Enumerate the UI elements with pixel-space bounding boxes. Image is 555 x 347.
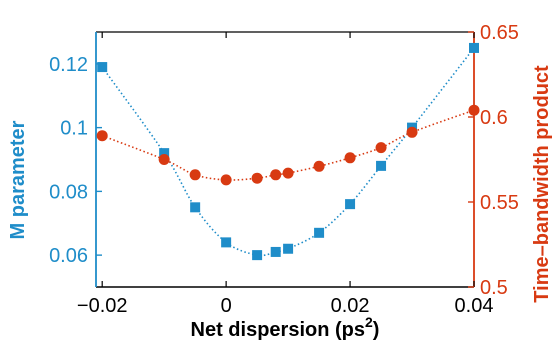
right-y-tick-label: 0.65 bbox=[480, 22, 519, 44]
right-y-axis-label: Time–bandwidth product bbox=[531, 65, 553, 303]
left-y-ticks: 0.06 0.08 0.1 0.12 bbox=[49, 54, 102, 267]
left-y-tick-label: 0.12 bbox=[49, 54, 88, 76]
m-parameter-point bbox=[283, 243, 294, 254]
time-bandwidth-point bbox=[313, 160, 325, 172]
m-parameter-point bbox=[221, 237, 232, 248]
left-y-tick-label: 0.06 bbox=[49, 245, 88, 267]
m-parameter-point bbox=[314, 227, 325, 238]
x-tick-label: −0.02 bbox=[77, 295, 128, 317]
time-bandwidth-point bbox=[282, 167, 294, 179]
time-bandwidth-point bbox=[344, 152, 356, 164]
x-ticks: −0.02 0 0.02 0.04 bbox=[77, 32, 494, 317]
series-layer bbox=[96, 42, 480, 261]
left-y-axis-label: M parameter bbox=[7, 120, 29, 239]
series-left-fit-line bbox=[101, 47, 475, 257]
time-bandwidth-point bbox=[189, 169, 201, 181]
right-y-tick-label: 0.5 bbox=[480, 277, 508, 299]
m-parameter-point bbox=[270, 246, 281, 257]
time-bandwidth-point bbox=[158, 154, 170, 165]
right-y-tick-label: 0.6 bbox=[480, 107, 508, 129]
left-y-tick-label: 0.1 bbox=[60, 118, 88, 140]
time-bandwidth-point bbox=[220, 174, 232, 186]
x-tick-label: 0.02 bbox=[331, 295, 370, 317]
m-parameter-point bbox=[376, 160, 387, 171]
time-bandwidth-point bbox=[406, 126, 418, 138]
m-parameter-point bbox=[97, 62, 108, 73]
time-bandwidth-point bbox=[251, 172, 263, 184]
time-bandwidth-point bbox=[270, 169, 282, 181]
right-y-tick-label: 0.55 bbox=[480, 192, 519, 214]
time-bandwidth-point bbox=[375, 142, 387, 154]
left-y-tick-label: 0.08 bbox=[49, 181, 88, 203]
right-y-ticks: 0.5 0.55 0.6 0.65 bbox=[468, 22, 519, 299]
time-bandwidth-point bbox=[96, 130, 108, 142]
m-parameter-point bbox=[159, 148, 170, 159]
m-parameter-point bbox=[469, 42, 479, 53]
time-bandwidth-point bbox=[468, 104, 480, 116]
x-axis-label: Net dispersion (ps2) bbox=[191, 314, 380, 341]
m-parameter-point bbox=[345, 199, 356, 210]
x-tick-label: 0 bbox=[221, 295, 232, 317]
m-parameter-point bbox=[252, 250, 263, 261]
x-tick-label: 0.04 bbox=[455, 295, 494, 317]
plot-area bbox=[95, 31, 475, 288]
m-parameter-point bbox=[190, 202, 201, 213]
